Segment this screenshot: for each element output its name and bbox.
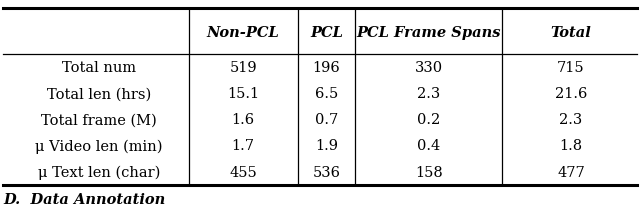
Text: PCL Frame Spans: PCL Frame Spans <box>356 26 501 40</box>
Text: 21.6: 21.6 <box>555 87 587 101</box>
Text: 1.7: 1.7 <box>232 139 255 153</box>
Text: 0.2: 0.2 <box>417 113 440 127</box>
Text: 0.7: 0.7 <box>315 113 338 127</box>
Text: 1.6: 1.6 <box>232 113 255 127</box>
Text: Total len (hrs): Total len (hrs) <box>47 87 151 101</box>
Text: PCL: PCL <box>310 26 343 40</box>
Text: Non-PCL: Non-PCL <box>207 26 280 40</box>
Text: 455: 455 <box>229 165 257 179</box>
Text: 2.3: 2.3 <box>559 113 582 127</box>
Text: 1.8: 1.8 <box>559 139 582 153</box>
Text: 1.9: 1.9 <box>315 139 338 153</box>
Text: 2.3: 2.3 <box>417 87 440 101</box>
Text: 196: 196 <box>312 61 340 75</box>
Text: 477: 477 <box>557 165 585 179</box>
Text: D.  Data Annotation: D. Data Annotation <box>3 192 166 204</box>
Text: 330: 330 <box>415 61 443 75</box>
Text: 158: 158 <box>415 165 443 179</box>
Text: Total num: Total num <box>62 61 136 75</box>
Text: μ Text len (char): μ Text len (char) <box>38 164 161 179</box>
Text: 715: 715 <box>557 61 585 75</box>
Text: 0.4: 0.4 <box>417 139 440 153</box>
Text: 6.5: 6.5 <box>315 87 338 101</box>
Text: 519: 519 <box>229 61 257 75</box>
Text: μ Video len (min): μ Video len (min) <box>35 139 163 153</box>
Text: Total frame (M): Total frame (M) <box>42 113 157 127</box>
Text: 536: 536 <box>312 165 340 179</box>
Text: 15.1: 15.1 <box>227 87 259 101</box>
Text: Total: Total <box>550 26 591 40</box>
